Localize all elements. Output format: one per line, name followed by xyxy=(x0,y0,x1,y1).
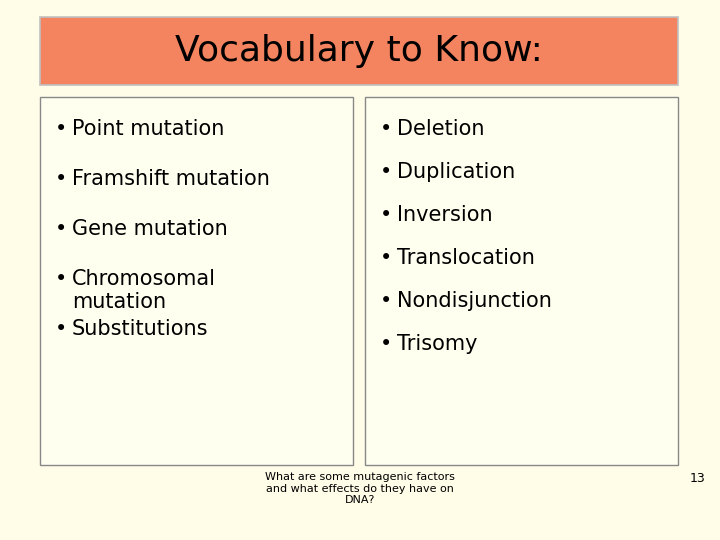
Text: Point mutation: Point mutation xyxy=(72,119,225,139)
FancyBboxPatch shape xyxy=(365,97,678,465)
Text: Deletion: Deletion xyxy=(397,119,485,139)
Text: •: • xyxy=(380,291,392,311)
Text: Duplication: Duplication xyxy=(397,162,516,182)
Text: Vocabulary to Know:: Vocabulary to Know: xyxy=(175,34,543,68)
Text: •: • xyxy=(55,219,67,239)
Text: Translocation: Translocation xyxy=(397,248,535,268)
Text: Substitutions: Substitutions xyxy=(72,319,209,339)
Text: •: • xyxy=(55,319,67,339)
Text: 13: 13 xyxy=(689,472,705,485)
Text: Framshift mutation: Framshift mutation xyxy=(72,169,270,189)
Text: Trisomy: Trisomy xyxy=(397,334,477,354)
Text: •: • xyxy=(380,334,392,354)
Text: •: • xyxy=(380,205,392,225)
Text: •: • xyxy=(55,169,67,189)
FancyBboxPatch shape xyxy=(40,97,353,465)
Text: Inversion: Inversion xyxy=(397,205,492,225)
Text: Gene mutation: Gene mutation xyxy=(72,219,228,239)
Text: Nondisjunction: Nondisjunction xyxy=(397,291,552,311)
Text: What are some mutagenic factors
and what effects do they have on
DNA?: What are some mutagenic factors and what… xyxy=(265,472,455,505)
Text: •: • xyxy=(55,119,67,139)
Text: •: • xyxy=(380,162,392,182)
Text: Chromosomal
mutation: Chromosomal mutation xyxy=(72,269,216,312)
Text: •: • xyxy=(380,248,392,268)
Text: •: • xyxy=(380,119,392,139)
FancyBboxPatch shape xyxy=(40,17,678,85)
Text: •: • xyxy=(55,269,67,289)
